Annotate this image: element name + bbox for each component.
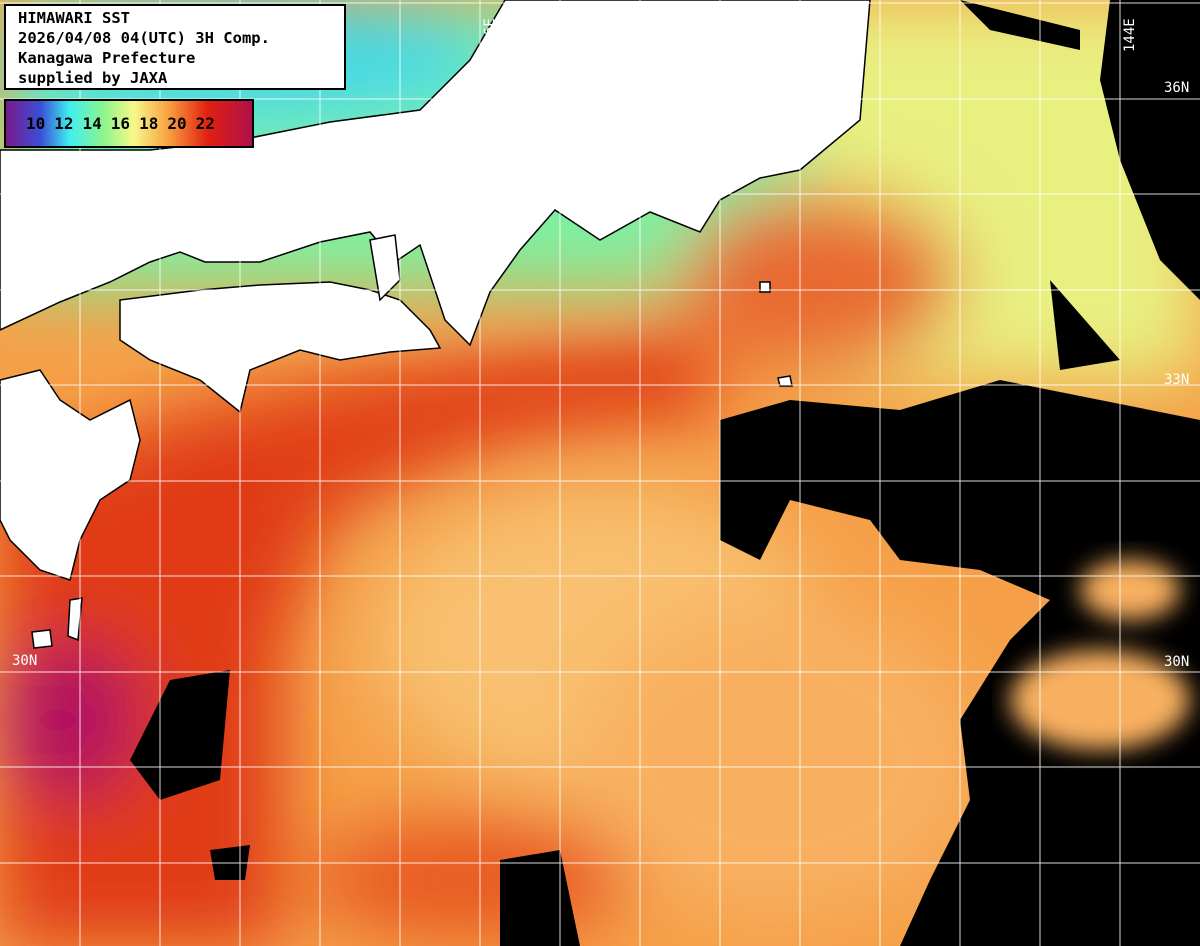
info-title: HIMAWARI SST	[18, 9, 130, 27]
cloud-mask	[130, 0, 1200, 946]
color-scale-legend: 10 12 14 16 18 20 22	[4, 99, 254, 148]
honshu	[0, 0, 871, 347]
shikoku	[119, 281, 442, 414]
cloud-gap-patches	[1010, 560, 1190, 750]
lat-label-30n-right: 30N	[1164, 654, 1190, 670]
scale-label: 20	[167, 114, 187, 133]
yakushima	[31, 629, 53, 649]
info-datetime: 2026/04/08 04(UTC) 3H Comp.	[18, 29, 270, 47]
lon-label-144e: 144E	[1122, 18, 1138, 52]
scale-label: 22	[195, 114, 215, 133]
tanegashima	[67, 597, 83, 642]
scale-label: 16	[110, 114, 131, 133]
lat-label-30n-left: 30N	[12, 653, 38, 669]
lat-label-36n: 36N	[1164, 80, 1190, 96]
scale-label: 10	[26, 114, 46, 133]
scale-label: 12	[54, 114, 74, 133]
info-region: Kanagawa Prefecture	[18, 49, 196, 67]
hachijo-island	[777, 375, 793, 387]
land	[0, 0, 871, 649]
lat-label-33n: 33N	[1164, 372, 1190, 388]
info-credit: supplied by JAXA	[18, 69, 168, 87]
lon-label-136e: 136E	[482, 18, 498, 52]
kyushu	[0, 369, 141, 581]
scale-label: 14	[82, 114, 102, 133]
info-box: HIMAWARI SST 2026/04/08 04(UTC) 3H Comp.…	[4, 4, 346, 90]
scale-label: 18	[139, 114, 159, 133]
